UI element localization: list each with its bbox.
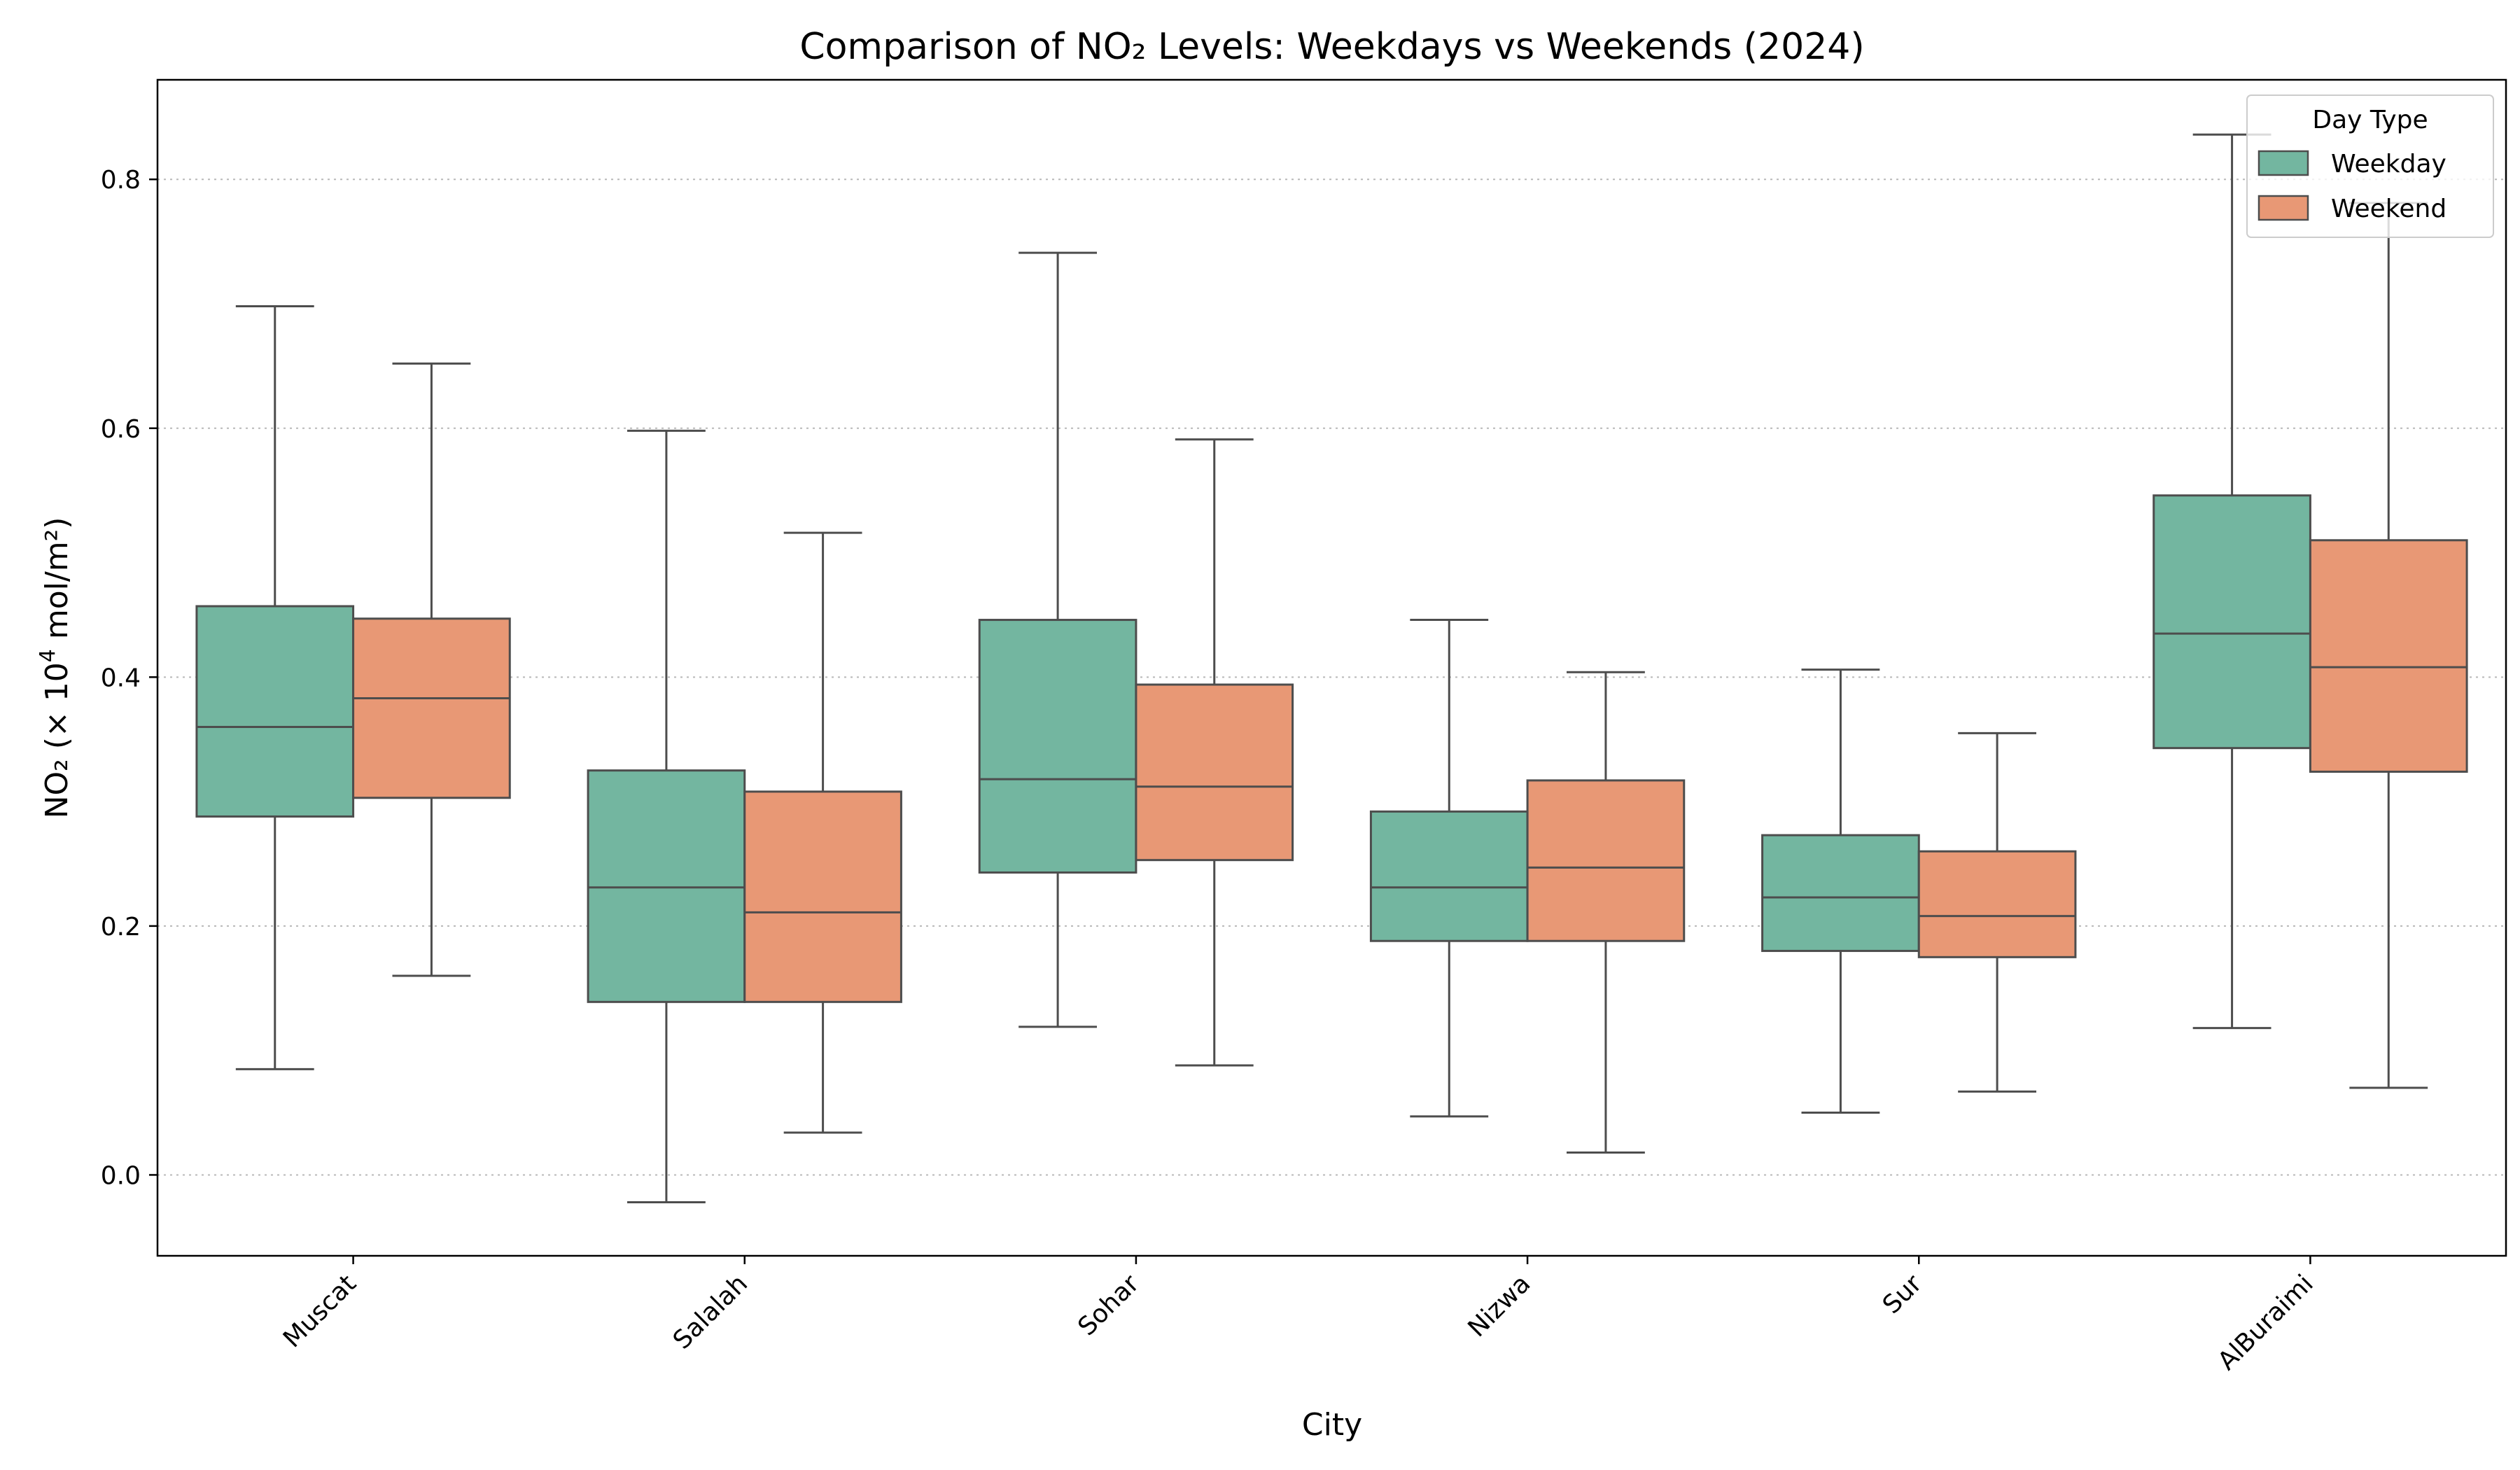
y-tick-label: 0.4: [101, 664, 141, 692]
box-weekend-alburaimi: [2309, 202, 2468, 1089]
box-weekend-salalah: [743, 531, 902, 1134]
iqr-box: [195, 605, 355, 818]
iqr-box: [2309, 539, 2468, 773]
iqr-box: [1917, 850, 2077, 958]
box-weekday-nizwa: [1369, 619, 1529, 1118]
legend-swatch-weekend: [2258, 195, 2309, 221]
iqr-box: [1135, 683, 1294, 862]
box-weekend-sur: [1917, 732, 2077, 1093]
plot-frame: [156, 78, 2507, 1257]
y-tick-label: 0.0: [101, 1161, 141, 1190]
y-tick-label: 0.8: [101, 166, 141, 195]
iqr-box: [978, 619, 1138, 874]
y-axis-title: NO₂ (× 104 mol/m²): [36, 517, 75, 819]
box-weekend-muscat: [352, 362, 511, 977]
iqr-box: [587, 769, 746, 1003]
iqr-box: [743, 790, 902, 1003]
legend-label-weekday: Weekday: [2331, 150, 2446, 178]
legend: Day Type Weekday Weekend: [2246, 94, 2494, 238]
box-weekend-nizwa: [1526, 671, 1686, 1154]
box-weekday-salalah: [587, 429, 746, 1204]
legend-label-weekend: Weekend: [2331, 195, 2446, 223]
legend-swatch-weekday: [2258, 150, 2309, 176]
iqr-box: [2152, 494, 2311, 750]
grid-lines: [158, 178, 2506, 1176]
box-weekday-alburaimi: [2152, 133, 2311, 1030]
y-axis: 0.0 0.2 0.4 0.6 0.8: [101, 166, 158, 1190]
legend-title: Day Type: [2312, 106, 2428, 134]
chart-title: Comparison of NO₂ Levels: Weekdays vs We…: [799, 26, 1864, 68]
y-axis-title-prefix: NO₂ (× 10: [39, 662, 75, 818]
box-weekday-muscat: [195, 305, 355, 1070]
box-series: [195, 133, 2468, 1204]
y-axis-title-suffix: mol/m²): [39, 517, 75, 649]
x-axis-title: City: [1302, 1407, 1362, 1443]
iqr-box: [1761, 834, 1920, 952]
y-tick-label: 0.6: [101, 415, 141, 444]
iqr-box: [1526, 779, 1686, 942]
iqr-box: [352, 617, 511, 799]
box-weekday-sohar: [978, 251, 1138, 1028]
box-weekday-sur: [1761, 668, 1920, 1114]
y-tick-label: 0.2: [101, 913, 141, 941]
y-axis-title-exponent: 4: [36, 649, 60, 662]
box-weekend-sohar: [1135, 438, 1294, 1067]
iqr-box: [1369, 810, 1529, 942]
